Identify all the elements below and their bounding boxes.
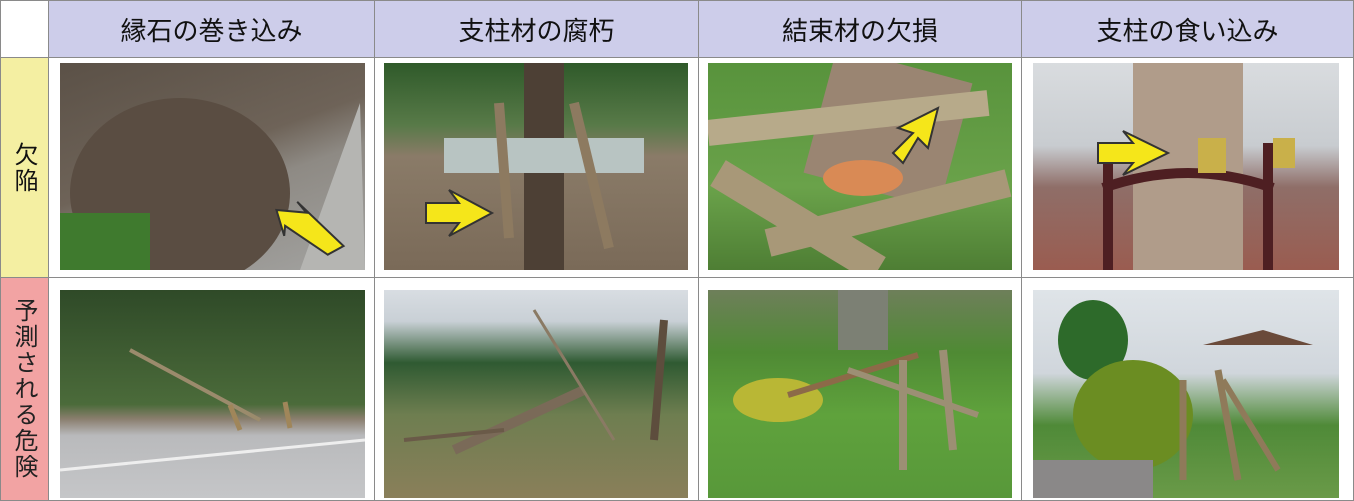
photo [708,290,1012,498]
row-label: 予測される危険 [10,298,38,480]
row-label-cell: 予測される危険 [0,277,49,501]
column-header: 支柱の食い込み [1021,0,1354,58]
row-label: 欠陥 [10,141,38,194]
photo [60,63,365,270]
column-header: 支柱材の腐朽 [374,0,699,58]
corner-cell [0,0,49,58]
photo [708,63,1012,270]
column-header: 結束材の欠損 [698,0,1022,58]
row-label-cell: 欠陥 [0,57,49,278]
column-header: 縁石の巻き込み [48,0,375,58]
photo [384,63,688,270]
photo [1033,63,1339,270]
photo [1033,290,1339,498]
photo [384,290,688,498]
photo [60,290,365,498]
